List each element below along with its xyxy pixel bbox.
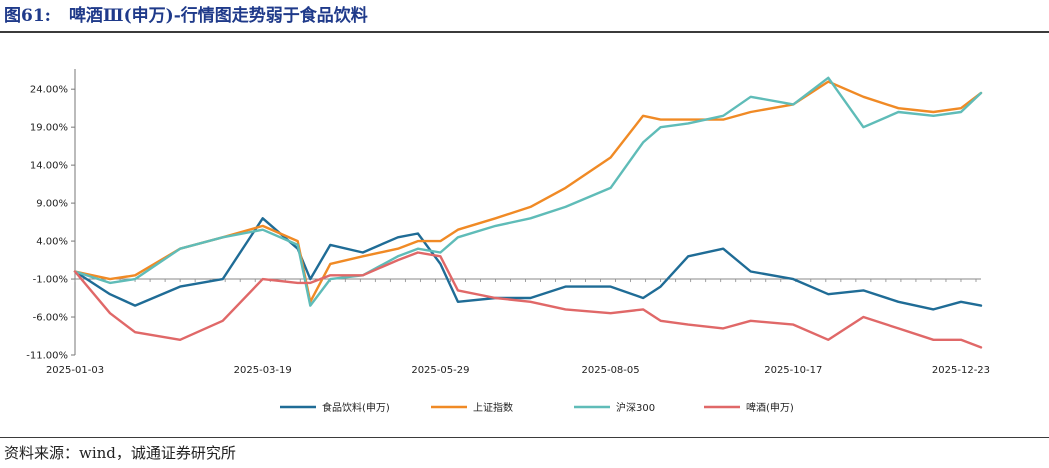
- legend-label: 啤酒(申万): [746, 401, 794, 414]
- title-rule: [0, 31, 1049, 33]
- y-tick-label: -1.00%: [33, 275, 68, 286]
- line-chart: -11.00% -6.00% -1.00% 4.00% 9.00% 14.00% 19.00…: [26, 69, 990, 414]
- legend-label: 上证指数: [473, 401, 513, 414]
- figure-number: 图61:: [4, 6, 51, 26]
- y-tick-label: 19.00%: [30, 123, 68, 134]
- series-line-3: [73, 76, 983, 307]
- series-line-4: [73, 251, 983, 349]
- y-tick-label: 14.00%: [30, 161, 68, 172]
- source-note: 资料来源：wind，诚通证券研究所: [4, 444, 236, 462]
- legend-label: 食品饮料(申万): [322, 401, 390, 414]
- x-axis: 2025-01-03 2025-03-19 2025-05-29 2025-08-05…: [46, 278, 990, 376]
- series-line-2: [73, 80, 983, 303]
- figure-title: 图61: 啤酒Ⅲ(申万)-行情图走势弱于食品饮料: [4, 3, 368, 29]
- legend-label: 沪深300: [616, 401, 655, 414]
- y-tick-label: 24.00%: [30, 85, 68, 96]
- figure-title-text: 啤酒Ⅲ(申万)-行情图走势弱于食品饮料: [68, 6, 368, 26]
- y-axis: -11.00% -6.00% -1.00% 4.00% 9.00% 14.00% 19.00…: [26, 69, 76, 362]
- x-tick-label: 2025-03-19: [234, 365, 292, 376]
- y-tick-label: 9.00%: [36, 199, 68, 210]
- x-tick-label: 2025-01-03: [46, 365, 104, 376]
- x-tick-label: 2025-10-17: [764, 365, 822, 376]
- source-rule: [0, 437, 1049, 438]
- x-tick-label: 2025-05-29: [411, 365, 469, 376]
- y-tick-label: -11.00%: [26, 351, 68, 362]
- x-tick-label: 2025-08-05: [582, 365, 640, 376]
- y-tick-label: -6.00%: [33, 313, 68, 324]
- legend: 食品饮料(申万) 上证指数 沪深300 啤酒(申万): [280, 401, 794, 414]
- series-lines: [73, 76, 983, 349]
- y-tick-label: 4.00%: [36, 237, 68, 248]
- x-tick-label: 2025-12-23: [932, 365, 990, 376]
- series-line-1: [73, 217, 983, 311]
